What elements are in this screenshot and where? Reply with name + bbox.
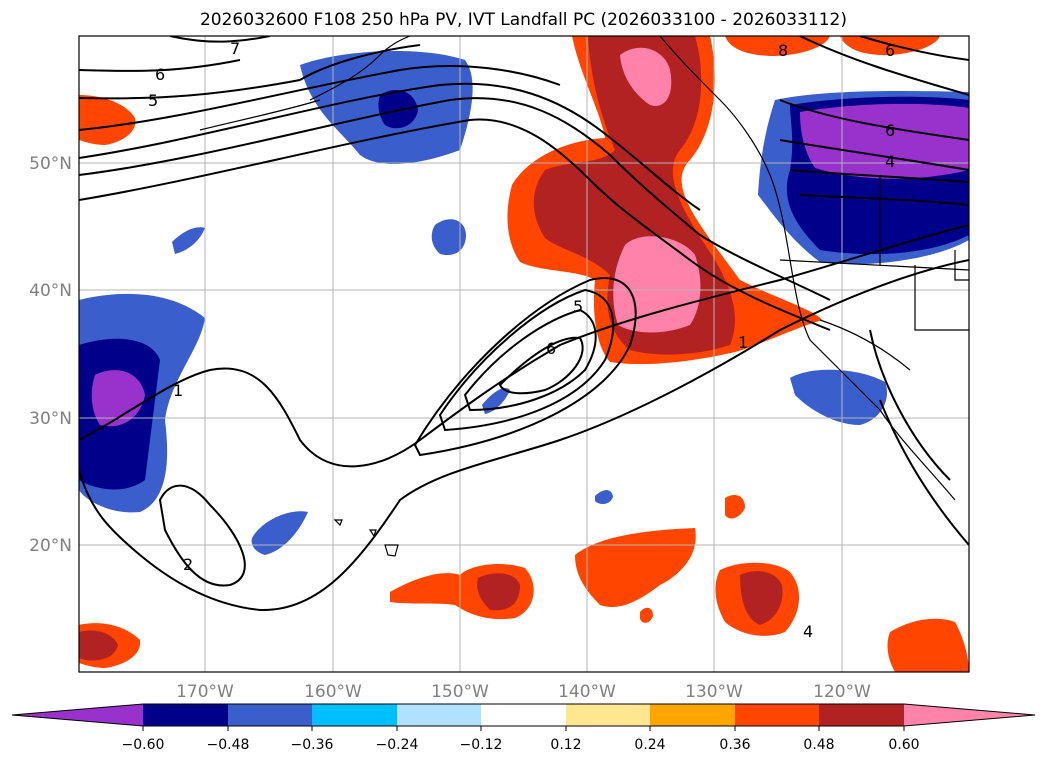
contour-label: 5 bbox=[573, 297, 583, 316]
colorbar-label: 0.24 bbox=[634, 737, 665, 753]
coastlines bbox=[199, 36, 969, 557]
lat-label: 40°N bbox=[29, 281, 72, 301]
graticule bbox=[79, 36, 969, 672]
contour-label: 7 bbox=[230, 39, 240, 58]
contour-label: 6 bbox=[885, 41, 895, 60]
colorbar-label: −0.24 bbox=[376, 737, 419, 753]
colorbar-label: 0.48 bbox=[803, 737, 834, 753]
colorbar-label: 0.60 bbox=[888, 737, 919, 753]
map-plot-area: 7 6 5 5 6 1 1 2 8 6 4 4 6 bbox=[79, 36, 969, 672]
colorbar-segment bbox=[650, 704, 735, 726]
colorbar-ticks bbox=[142, 726, 905, 731]
ivt-contours bbox=[79, 36, 969, 612]
lon-label: 150°W bbox=[431, 682, 489, 702]
map-title: 2026032600 F108 250 hPa PV, IVT Landfall… bbox=[199, 10, 847, 30]
colorbar-segment bbox=[819, 704, 904, 726]
pv-positive-anomalies bbox=[79, 36, 969, 672]
colorbar-extend-min bbox=[12, 704, 143, 726]
colorbar-segment bbox=[735, 704, 819, 726]
colorbar: −0.60 −0.48 −0.36 −0.24 −0.12 0.12 0.24 … bbox=[11, 703, 1036, 753]
contour-label: 4 bbox=[803, 622, 813, 641]
contour-label: 6 bbox=[885, 121, 895, 140]
contour-label: 6 bbox=[155, 65, 165, 84]
contour-label: 1 bbox=[738, 333, 748, 352]
lon-label: 130°W bbox=[685, 682, 743, 702]
colorbar-segment bbox=[228, 704, 312, 726]
colorbar-label: −0.48 bbox=[207, 737, 250, 753]
lon-label: 120°W bbox=[813, 682, 871, 702]
colorbar-segment bbox=[312, 704, 397, 726]
colorbar-label: −0.12 bbox=[460, 737, 503, 753]
colorbar-label: 0.36 bbox=[719, 737, 750, 753]
contour-label: 5 bbox=[148, 91, 158, 110]
lat-label: 50°N bbox=[29, 154, 72, 174]
contour-label: 4 bbox=[885, 152, 895, 171]
lat-label: 20°N bbox=[29, 536, 72, 556]
colorbar-label: −0.60 bbox=[122, 737, 165, 753]
colorbar-segment bbox=[397, 704, 481, 726]
longitude-labels: 170°W 160°W 150°W 140°W 130°W 120°W bbox=[176, 682, 871, 702]
colorbar-extend-max bbox=[904, 704, 1035, 726]
colorbar-segment bbox=[143, 704, 228, 726]
contour-labels: 7 6 5 5 6 1 1 2 8 6 4 4 6 bbox=[148, 39, 895, 641]
lon-label: 160°W bbox=[304, 682, 362, 702]
contour-label: 8 bbox=[778, 41, 788, 60]
contour-label: 1 bbox=[173, 381, 183, 400]
map-frame bbox=[78, 35, 970, 673]
lon-label: 140°W bbox=[558, 682, 616, 702]
lat-label: 30°N bbox=[29, 409, 72, 429]
latitude-labels: 50°N 40°N 30°N 20°N bbox=[29, 154, 72, 556]
colorbar-segment bbox=[481, 704, 566, 726]
lon-label: 170°W bbox=[176, 682, 234, 702]
contour-label: 2 bbox=[183, 555, 193, 574]
contour-label: 6 bbox=[546, 339, 556, 358]
colorbar-segment bbox=[566, 704, 650, 726]
colorbar-label: −0.36 bbox=[291, 737, 334, 753]
colorbar-label: 0.12 bbox=[550, 737, 581, 753]
